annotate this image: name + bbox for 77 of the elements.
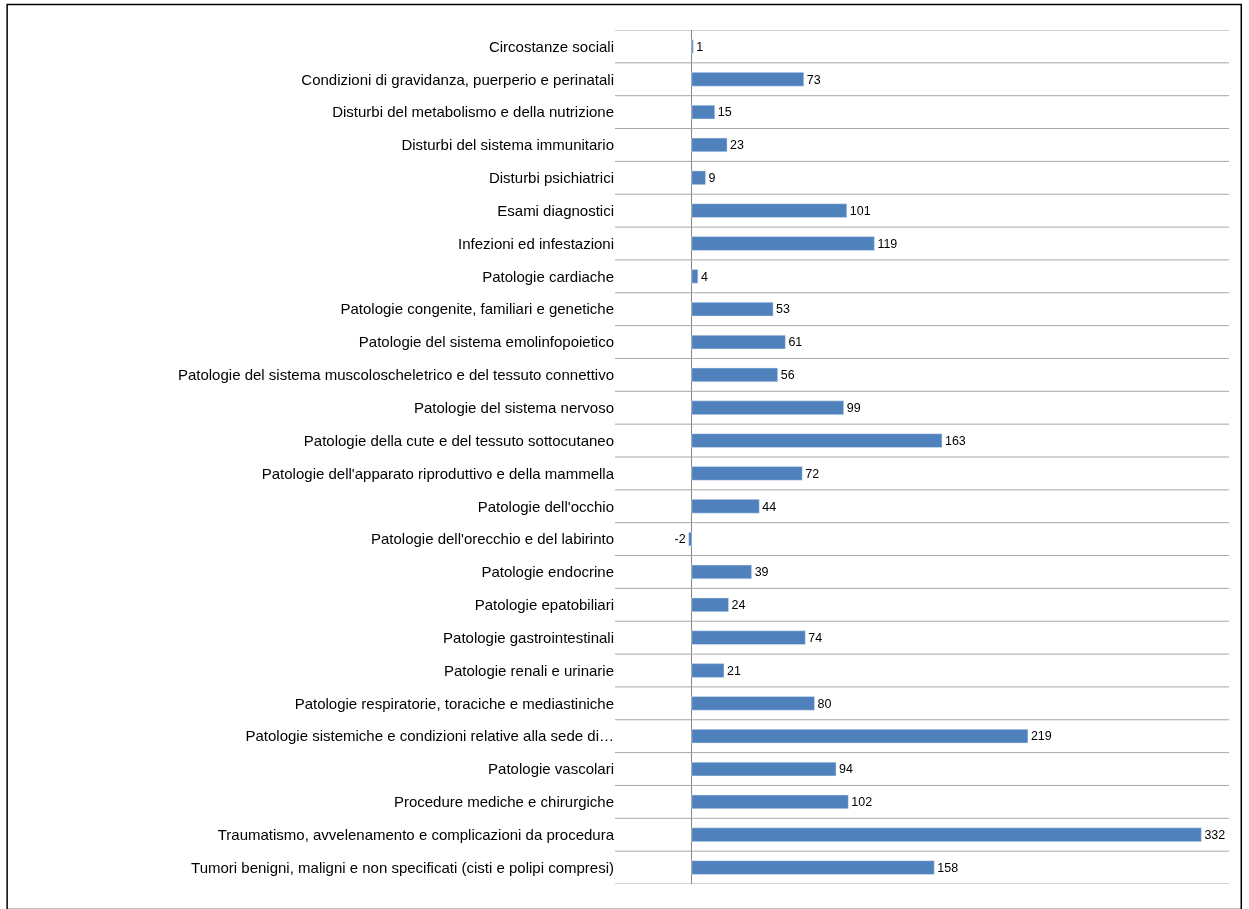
- bar: [691, 104, 716, 120]
- data-label: 101: [849, 203, 871, 218]
- data-label: 219: [1030, 729, 1052, 744]
- y-tick-label: Patologie della cute e del tessuto sottocutaneo: [303, 431, 614, 449]
- bar: [691, 433, 943, 448]
- bar: [691, 367, 778, 383]
- y-tick-label: Disturbi del metabolismo e della nutrizione: [332, 103, 614, 121]
- y-tick-label: Traumatismo, avvelenamento e complicazioni da procedura: [217, 825, 615, 843]
- y-tick-label: Patologie endocrine: [481, 563, 614, 581]
- y-tick-label: Patologie del sistema emolinfopoietico: [358, 333, 614, 351]
- data-label: 73: [806, 72, 821, 87]
- bar: [691, 827, 1202, 842]
- data-label: 163: [944, 433, 966, 448]
- y-tick-label: Patologie del sistema nervoso: [413, 398, 614, 416]
- data-label: 74: [808, 630, 823, 645]
- bar: [691, 302, 774, 317]
- bar: [691, 334, 786, 350]
- bar: [691, 236, 875, 251]
- bar: [691, 794, 849, 810]
- y-tick-label: Patologie gastrointestinali: [443, 628, 614, 646]
- data-label: 21: [727, 663, 741, 678]
- bar: [691, 860, 935, 875]
- bar: [691, 466, 803, 481]
- y-tick-label: Patologie sistemiche e condizioni relative alla sede di…: [245, 727, 614, 745]
- y-tick-label: Disturbi psichiatrici: [488, 169, 614, 187]
- data-label: 1: [696, 39, 704, 54]
- bar: [688, 531, 692, 547]
- bar: [691, 761, 837, 777]
- data-label: 94: [839, 762, 853, 777]
- data-label: 61: [788, 335, 803, 350]
- y-tick-label: Patologie epatobiliari: [474, 596, 614, 614]
- y-tick-label: Patologie vascolari: [488, 760, 614, 778]
- y-tick-label: Condizioni di gravidanza, puerperio e perinatali: [301, 70, 614, 88]
- y-tick-label: Patologie cardiache: [482, 267, 614, 285]
- data-label: 44: [762, 499, 777, 514]
- bar: [691, 696, 815, 711]
- data-label: 158: [937, 860, 959, 875]
- y-tick-label: Patologie del sistema muscoloscheletrico e del tessuto connettivo: [177, 366, 614, 384]
- data-label: 80: [817, 696, 832, 711]
- bar: [691, 203, 848, 218]
- data-label: 15: [717, 105, 732, 120]
- y-tick-label: Patologie dell'apparato riproduttivo e della mammella: [261, 464, 615, 482]
- data-label: 4: [700, 269, 708, 284]
- y-tick-label: Patologie respiratorie, toraciche e mediastiniche: [294, 694, 614, 712]
- data-label: -2: [674, 532, 686, 547]
- bar: [691, 400, 844, 415]
- data-label: 23: [730, 138, 744, 153]
- bar: [691, 137, 728, 153]
- y-tick-label: Disturbi del sistema immunitario: [401, 136, 614, 154]
- bar: [691, 663, 725, 678]
- data-label: 24: [731, 598, 746, 613]
- y-tick-label: Patologie congenite, familiari e genetiche: [340, 300, 614, 318]
- bar: [691, 72, 805, 87]
- bar: [691, 564, 752, 580]
- data-label: 72: [805, 466, 820, 481]
- data-label: 102: [851, 795, 873, 810]
- data-label: 99: [846, 401, 861, 415]
- bar: [691, 630, 806, 645]
- data-label: 119: [877, 236, 898, 251]
- y-tick-label: Patologie dell'occhio: [477, 497, 614, 515]
- y-tick-label: Patologie renali e urinarie: [443, 661, 614, 679]
- bar: [691, 597, 729, 612]
- y-tick-label: Esami diagnostici: [497, 201, 614, 219]
- data-label: 53: [776, 302, 791, 317]
- y-tick-label: Procedure mediche e chirurgiche: [393, 793, 614, 811]
- y-tick-label: Patologie dell'orecchio e del labirinto: [370, 530, 614, 548]
- data-label: 9: [708, 171, 716, 186]
- y-tick-label: Circostanze sociali: [488, 37, 614, 55]
- bar: [691, 269, 699, 284]
- bar: [691, 729, 1029, 744]
- data-label: 39: [754, 565, 769, 580]
- y-tick-label: Infezioni ed infestazioni: [458, 234, 614, 252]
- data-label: 56: [780, 368, 795, 383]
- bar: [691, 499, 760, 514]
- data-label: 332: [1204, 828, 1226, 842]
- y-tick-label: Tumori benigni, maligni e non specificati (cisti e polipi compresi): [191, 858, 614, 876]
- bar: [691, 170, 706, 185]
